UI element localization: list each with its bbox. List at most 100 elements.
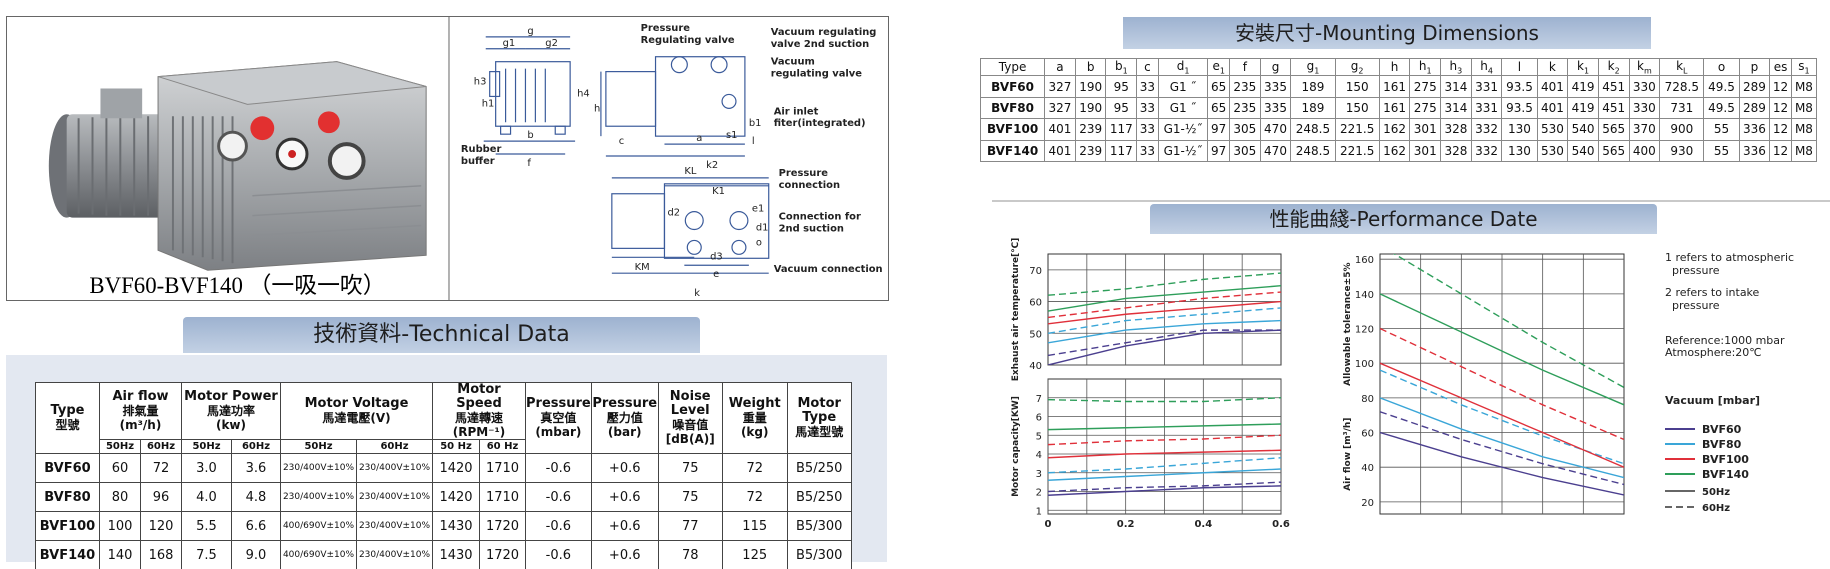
header-unit: (bar) [607,425,642,439]
dimension: k2 [706,160,718,171]
y-tick-label: 140 [1355,290,1374,301]
series-line [1048,329,1281,365]
table-cell: 95 [1105,75,1138,98]
table-cell: -0.6 [525,453,592,483]
table-cell: 3.0 [181,453,232,483]
header-base: k [1607,59,1615,73]
table-cell: 235 [1229,96,1261,120]
table-cell: +0.6 [590,453,659,483]
table-cell: 301 [1409,118,1442,141]
series-line [1048,457,1281,474]
dimension: g2 [545,38,558,49]
header-sub: 1 [1219,66,1225,76]
column-header: k1 [1567,57,1599,77]
table-cell: 400 [1628,139,1661,163]
header-zh: 型號 [55,418,80,432]
column-header: Noise Level 噪音值 [dB(A)] [657,382,723,454]
section-banner: 安裝尺寸-Mounting Dimensions [1123,17,1651,49]
table-cell: 419 [1567,75,1599,98]
column-header: g2 [1334,57,1380,77]
table-cell: 49.5 [1703,96,1740,120]
legend-label: BVF100 [1702,453,1749,466]
header-zh: 排氣量 [122,404,159,418]
sub-header: 60Hz [356,439,433,454]
table-row: BVF140 140 168 7.5 9.0 400/690V±10% 230/400V±1… [35,540,852,569]
table-row: BVF100 100 120 5.5 6.6 400/690V±10% 230/400V±1… [35,511,852,541]
table-cell: -0.6 [525,482,592,512]
table-cell: 72 [721,453,788,483]
dimension: h4 [577,88,590,99]
header-unit: [dB(A)] [665,432,715,446]
legend-label: 60Hz [1702,503,1730,514]
table-cell: 33 [1136,96,1159,120]
x-tick-label: 0.6 [1272,519,1290,530]
column-header: Motor Speed 馬達轉速 (RPM⁻¹) [432,382,526,440]
header-en: Weight [728,396,781,411]
y-axis-title: Motor capacity[KW] [1011,396,1021,497]
table-cell: 189 [1290,96,1336,120]
table-cell: 168 [140,540,182,569]
table-cell: 314 [1440,96,1472,120]
column-header: Air flow 排氣量 (m³/h) [99,382,182,440]
dimension: e [713,269,719,280]
header-sub: 4 [1487,66,1493,76]
header-sub: 1 [1804,66,1810,76]
legend-label: BVF140 [1702,468,1749,481]
table-cell: M8 [1790,75,1818,98]
column-header: g1 [1290,57,1336,77]
y-tick-label: 100 [1355,359,1374,370]
dimension: d2 [667,208,680,219]
table-cell: 289 [1738,96,1771,120]
mounting-table: Type a b b1 c d1 e1 f g g1 g2 h h1 h3 h4 l k k1 k2 km kL o p es… [979,57,1818,163]
dimension: k [694,288,700,299]
table-cell: 130 [1501,118,1538,141]
table-cell: 100 [99,511,141,541]
header-sub: 3 [1457,66,1463,76]
table-cell: 235 [1229,75,1261,98]
table-head: Type 型號 Air flow 排氣量 (m³/h) Motor Power 馬達功率 (k… [35,382,852,454]
table-cell: 72 [721,482,788,512]
table-cell: 4.0 [181,482,232,512]
table-cell: 470 [1259,139,1292,163]
callout: fiter(integrated) [774,118,866,129]
table-cell: 336 [1738,139,1771,163]
table-cell: 221.5 [1334,118,1380,141]
header-en: Type [50,403,85,418]
header-row: 50Hz 60Hz 50Hz 60Hz 50Hz 60Hz 50 Hz 60 Hz [36,439,852,454]
table-cell: 419 [1567,96,1599,120]
table-cell: G1-½˝ [1157,118,1209,141]
series-line [1380,369,1624,465]
table-cell: 33 [1136,75,1159,98]
header-base: s [1798,59,1805,73]
table-cell: 75 [657,482,723,512]
chart: 40 50 60 70 Exhaust air temperature[℃] [1011,238,1282,381]
sub-header: 50 Hz [432,439,480,454]
table-cell: 275 [1409,96,1442,120]
table-cell: 1430 [432,540,480,569]
y-tick-label: 50 [1029,329,1042,340]
table-cell: 140 [99,540,141,569]
header-base: d [1176,59,1185,73]
table-cell: 162 [1378,118,1411,141]
dimension-letters: g g1 g2 h3 h1 h h4 b f c a s1 k2 l b1 KL… [474,26,769,299]
table-cell: 565 [1597,139,1630,163]
table-cell: 470 [1259,118,1292,141]
table-cell: +0.6 [590,511,659,541]
header-en: Air flow [112,389,169,404]
series-line [1048,329,1281,357]
y-tick-label: 160 [1355,255,1374,266]
header-row: Type 型號 Air flow 排氣量 (m³/h) Motor Power 馬達功率 (k… [35,382,852,454]
header-base: e [1212,59,1220,73]
header-sub: 2 [1614,66,1620,76]
dimension: h3 [474,77,487,88]
table-cell: 230/400V±10% [356,540,433,569]
table-cell: +0.6 [590,540,659,569]
column-header: Motor Type 馬達型號 [786,382,852,454]
table-cell: 1720 [479,540,526,569]
table-cell: 33 [1136,118,1159,141]
header-base: h [1418,59,1427,73]
table-cell: 3.6 [231,453,281,483]
table-cell: 530 [1536,139,1569,163]
table-cell: +0.6 [590,482,659,512]
y-tick-label: 60 [1029,298,1042,309]
